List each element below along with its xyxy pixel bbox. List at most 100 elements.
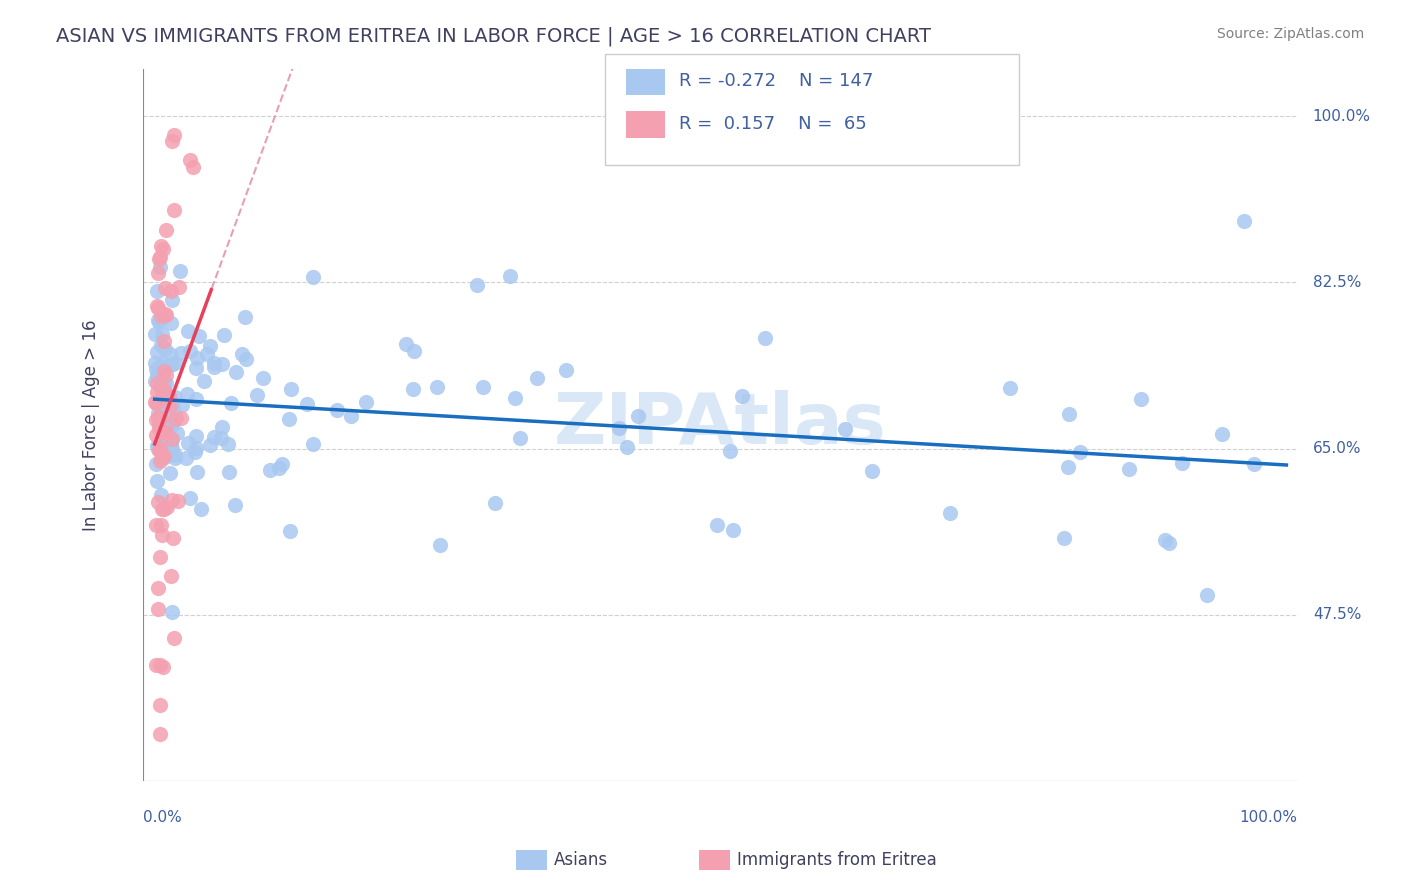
Point xyxy=(297,397,319,411)
Point xyxy=(465,278,488,293)
Point xyxy=(143,356,166,370)
Point xyxy=(165,410,187,425)
Text: 47.5%: 47.5% xyxy=(1313,607,1361,623)
Point xyxy=(202,430,225,444)
Point xyxy=(160,444,183,458)
Point xyxy=(148,315,170,329)
Point xyxy=(146,602,169,616)
Point xyxy=(167,494,190,508)
Point xyxy=(148,420,170,434)
Point xyxy=(149,518,172,533)
Point xyxy=(150,359,173,373)
Text: 82.5%: 82.5% xyxy=(1313,275,1361,290)
Point xyxy=(163,449,186,463)
Point xyxy=(301,270,323,285)
Point xyxy=(270,457,292,471)
Point xyxy=(939,506,962,520)
Point xyxy=(143,374,166,388)
Point xyxy=(225,365,247,379)
Point xyxy=(145,427,167,442)
Point xyxy=(153,384,176,399)
Point xyxy=(153,377,176,392)
Point xyxy=(159,284,181,298)
Point xyxy=(157,389,180,403)
Point xyxy=(1069,445,1091,459)
Point xyxy=(146,284,169,298)
Point xyxy=(181,160,204,174)
Point xyxy=(354,395,377,409)
Point xyxy=(152,502,174,516)
Point xyxy=(246,387,269,401)
Point xyxy=(152,364,174,378)
Point xyxy=(146,266,169,280)
Point xyxy=(233,310,256,324)
Point xyxy=(211,420,233,434)
Point xyxy=(155,368,177,382)
Point xyxy=(149,454,172,468)
Point xyxy=(153,427,176,442)
Point xyxy=(172,397,194,411)
Point xyxy=(503,392,526,406)
Point xyxy=(209,432,232,446)
Point xyxy=(143,395,166,409)
Text: Source: ZipAtlas.com: Source: ZipAtlas.com xyxy=(1216,27,1364,41)
Point xyxy=(166,425,188,440)
Point xyxy=(150,450,173,464)
Point xyxy=(150,502,173,516)
Point xyxy=(186,465,208,479)
Point xyxy=(145,518,167,533)
Point xyxy=(155,392,177,407)
Point xyxy=(177,436,200,450)
Point xyxy=(155,450,177,464)
Point xyxy=(155,425,177,440)
Point xyxy=(146,439,169,453)
Point xyxy=(150,382,173,396)
Point xyxy=(200,339,222,353)
Point xyxy=(163,412,186,426)
Point xyxy=(607,421,630,435)
Point xyxy=(706,517,728,532)
Point xyxy=(159,467,181,481)
Point xyxy=(153,342,176,356)
Point xyxy=(162,531,184,545)
Point xyxy=(280,382,302,396)
Point xyxy=(340,409,363,423)
Point xyxy=(160,293,183,307)
Point xyxy=(159,399,181,413)
Point xyxy=(157,418,180,433)
Point xyxy=(156,433,179,447)
Point xyxy=(401,382,423,396)
Point xyxy=(153,449,176,463)
Point xyxy=(1057,407,1080,421)
Point xyxy=(429,538,451,552)
Point xyxy=(163,356,186,370)
Point xyxy=(721,524,744,538)
Text: 65.0%: 65.0% xyxy=(1313,441,1361,456)
Point xyxy=(162,442,184,456)
Point xyxy=(146,385,169,400)
Point xyxy=(145,361,167,376)
Point xyxy=(834,422,856,436)
Point xyxy=(402,344,425,359)
Point xyxy=(186,392,208,406)
Point xyxy=(1157,536,1180,550)
Point xyxy=(214,328,236,343)
Point xyxy=(152,334,174,349)
Point xyxy=(146,495,169,509)
Point xyxy=(148,443,170,458)
Point xyxy=(148,252,170,266)
Point xyxy=(148,417,170,432)
Point xyxy=(235,352,257,367)
Text: 0.0%: 0.0% xyxy=(143,810,183,824)
Point xyxy=(526,370,548,384)
Point xyxy=(145,475,167,489)
Point xyxy=(193,374,215,388)
Point xyxy=(160,493,183,508)
Point xyxy=(499,269,522,284)
Point xyxy=(211,357,233,371)
Point xyxy=(162,605,184,619)
Point xyxy=(1243,458,1265,472)
Point xyxy=(149,658,172,673)
Point xyxy=(146,299,169,313)
Point xyxy=(148,301,170,315)
